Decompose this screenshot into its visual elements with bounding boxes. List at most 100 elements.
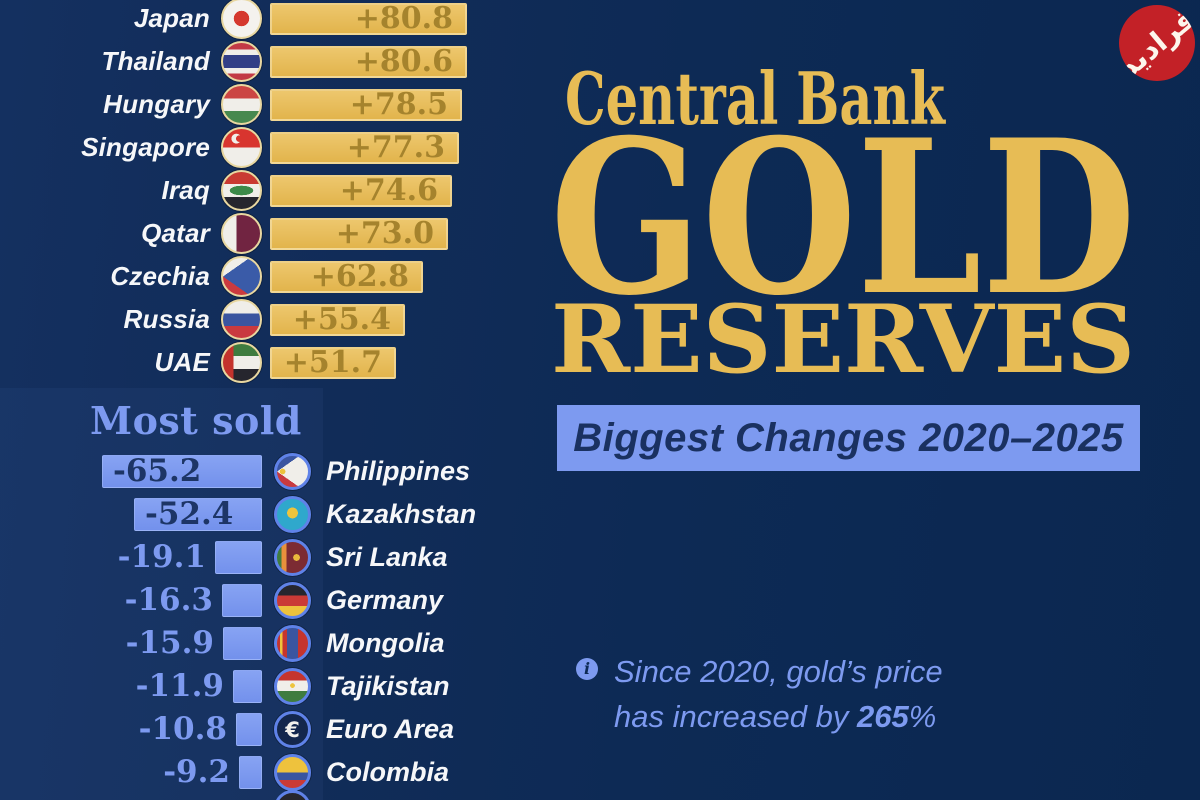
title-word-gold: GOLD <box>550 93 1136 342</box>
title-block: Central Bank GOLD RESERVES <box>545 56 1141 395</box>
most-bought-list: Japan +80.8 Thailand +80.6 Hungary +78.5 Singa… <box>0 0 467 384</box>
gain-bar: +80.6 <box>270 43 467 79</box>
country-label: Iraq <box>161 175 210 205</box>
sold-row: -9.2 Colombia <box>0 751 476 794</box>
flag-philippines-icon <box>274 453 311 490</box>
sold-row: -19.1 Sri Lanka <box>0 536 476 579</box>
faradid-logo: فرادید <box>1119 5 1195 81</box>
sold-row: -52.4 Kazakhstan <box>0 493 476 536</box>
gain-bar: +55.4 <box>270 301 405 337</box>
country-label: Thailand <box>101 46 210 76</box>
bought-row: Hungary +78.5 <box>0 83 467 126</box>
bought-row: Qatar +73.0 <box>0 212 467 255</box>
flag-thailand-icon <box>221 41 262 82</box>
gain-bar: +80.8 <box>270 0 467 36</box>
gain-value: +78.5 <box>349 86 448 122</box>
country-label: Mongolia <box>326 628 445 658</box>
country-label: Tajikistan <box>326 671 450 701</box>
country-label: Japan <box>133 3 210 33</box>
flag-czechia-icon <box>221 256 262 297</box>
flag-japan-icon <box>221 0 262 39</box>
loss-bar: -52.4 <box>134 498 262 531</box>
country-label: Qatar <box>141 218 210 248</box>
bought-row: UAE +51.7 <box>0 341 467 384</box>
footnote-text: Since 2020, gold’s price has increased b… <box>614 654 943 734</box>
loss-bar-zone: -65.2 <box>0 455 262 488</box>
gain-value: +55.4 <box>292 301 391 337</box>
bought-row: Thailand +80.6 <box>0 40 467 83</box>
loss-value: -19.1 <box>117 539 206 575</box>
loss-bar-zone: -52.4 <box>0 498 262 531</box>
gain-bar: +78.5 <box>270 86 462 122</box>
loss-value: -11.9 <box>135 668 224 704</box>
bought-row: Czechia +62.8 <box>0 255 467 298</box>
sold-row: -15.9 Mongolia <box>0 622 476 665</box>
period-badge: Biggest Changes 2020–2025 <box>557 405 1140 471</box>
bought-row: Iraq +74.6 <box>0 169 467 212</box>
flag-russia-icon <box>221 299 262 340</box>
gain-value: +80.8 <box>354 0 453 36</box>
loss-value: -15.9 <box>125 625 214 661</box>
country-label: UAE <box>154 347 210 377</box>
gain-bar: +74.6 <box>270 172 452 208</box>
country-label: Kazakhstan <box>326 499 477 529</box>
gain-value: +74.6 <box>339 172 438 208</box>
flag-euro-area-icon <box>274 711 311 748</box>
loss-bar-zone: -10.8 <box>0 713 262 746</box>
bought-row: Japan +80.8 <box>0 0 467 40</box>
loss-bar: -65.2 <box>102 455 262 488</box>
loss-bar-zone: -15.9 <box>0 627 262 660</box>
flag-germany-icon <box>274 582 311 619</box>
period-badge-label: Biggest Changes 2020–2025 <box>573 415 1124 460</box>
loss-bar-zone: -16.3 <box>0 584 262 617</box>
flag-iraq-icon <box>221 170 262 211</box>
country-label: Russia <box>123 304 210 334</box>
sold-row: -65.2 Philippines <box>0 450 476 493</box>
flag-singapore-icon <box>221 127 262 168</box>
sold-row: -10.8 Euro Area <box>0 708 476 751</box>
loss-bar <box>215 541 262 574</box>
flag-tajikistan-icon <box>274 668 311 705</box>
flag-mongolia-icon <box>274 625 311 662</box>
faradid-logo-text: فرادید <box>1119 5 1195 81</box>
loss-bar-zone: -19.1 <box>0 541 262 574</box>
loss-value: -52.4 <box>145 496 234 532</box>
most-sold-heading: Most sold <box>90 398 302 443</box>
gain-bar: +77.3 <box>270 129 459 165</box>
gain-value: +80.6 <box>354 43 453 79</box>
loss-value: -16.3 <box>124 582 213 618</box>
sold-row: -11.9 Tajikistan <box>0 665 476 708</box>
title-word-reserves: RESERVES <box>551 285 1135 380</box>
loss-bar <box>223 627 262 660</box>
gain-bar: +62.8 <box>270 258 423 294</box>
country-label: Czechia <box>110 261 210 291</box>
flag-uae-icon <box>221 342 262 383</box>
most-sold-list: -65.2 Philippines -52.4 Kazakhstan -19.1 Sri … <box>0 450 476 794</box>
info-icon: i <box>576 658 598 680</box>
title-kicker: Central Bank <box>565 60 946 141</box>
gain-value: +62.8 <box>310 258 409 294</box>
gain-value: +77.3 <box>346 129 445 165</box>
loss-value: -10.8 <box>138 711 227 747</box>
flag-sri-lanka-icon <box>274 539 311 576</box>
country-label: Hungary <box>103 89 210 119</box>
gain-value: +73.0 <box>335 215 434 251</box>
title-lettering: Central Bank GOLD RESERVES <box>550 56 1136 395</box>
flag-qatar-icon <box>221 213 262 254</box>
footnote: i Since 2020, gold’s price has increased… <box>576 650 943 740</box>
sold-row: -16.3 Germany <box>0 579 476 622</box>
bought-row: Russia +55.4 <box>0 298 467 341</box>
gain-value: +51.7 <box>283 344 382 380</box>
flag-kazakhstan-icon <box>274 496 311 533</box>
loss-value: -65.2 <box>113 453 202 489</box>
bought-row: Singapore +77.3 <box>0 126 467 169</box>
loss-bar <box>236 713 262 746</box>
country-label: Philippines <box>326 456 471 486</box>
loss-bar <box>233 670 262 703</box>
flag-colombia-icon <box>274 754 311 791</box>
flag-hungary-icon <box>221 84 262 125</box>
country-label: Sri Lanka <box>326 542 448 572</box>
loss-bar <box>239 756 262 789</box>
country-label: Euro Area <box>326 714 455 744</box>
